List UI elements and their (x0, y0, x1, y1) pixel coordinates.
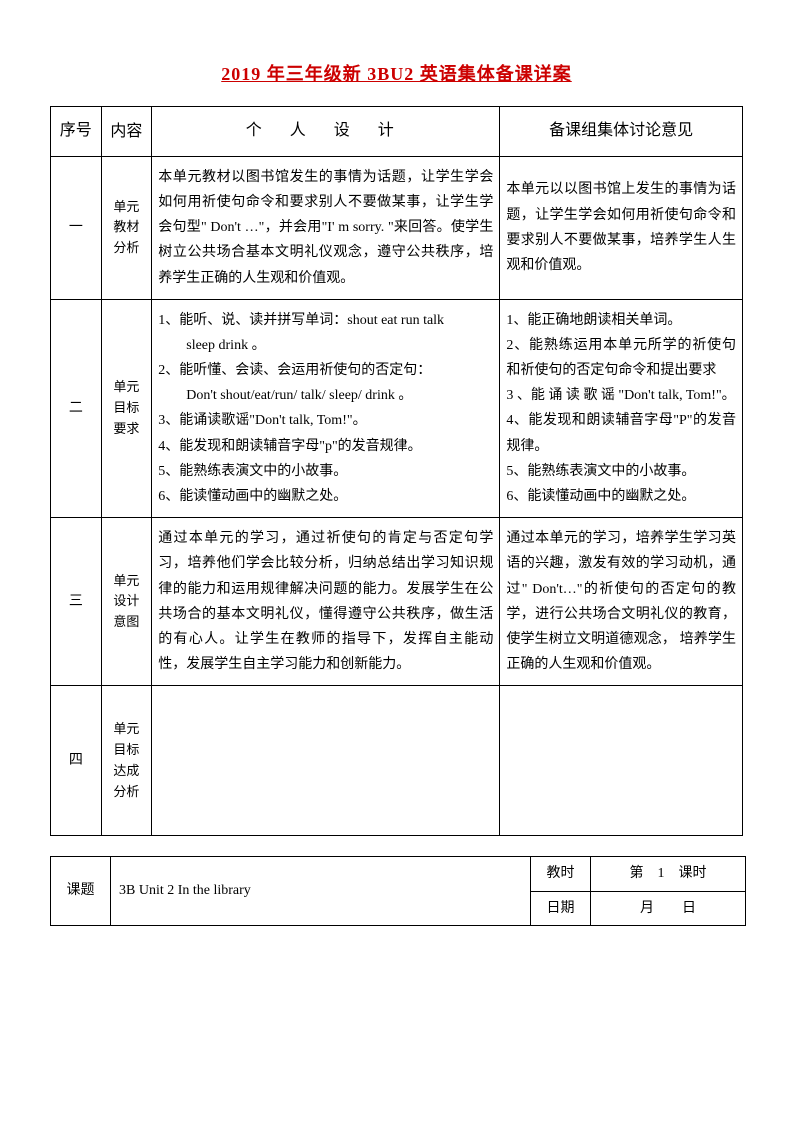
header-row: 序号 内容 个 人 设 计 备课组集体讨论意见 (51, 107, 743, 157)
bottom-table: 课题 3B Unit 2 In the library 教时 第 1 课时 日期… (50, 856, 746, 925)
table-row: 三 单元设计意图 通过本单元的学习，通过祈使句的肯定与否定句学习，培养他们学会比… (51, 518, 743, 686)
row-label: 单元目标达成分析 (101, 686, 152, 836)
date-value: 月 日 (591, 891, 746, 925)
period-value: 第 1 课时 (591, 857, 746, 891)
bottom-row: 课题 3B Unit 2 In the library 教时 第 1 课时 (51, 857, 746, 891)
date-label: 日期 (531, 891, 591, 925)
header-seq: 序号 (51, 107, 102, 157)
period-label: 教时 (531, 857, 591, 891)
header-group: 备课组集体讨论意见 (500, 107, 743, 157)
row-seq: 三 (51, 518, 102, 686)
main-table: 序号 内容 个 人 设 计 备课组集体讨论意见 一 单元教材分析 本单元教材以图… (50, 106, 743, 836)
row-personal: 本单元教材以图书馆发生的事情为话题，让学生学会如何用祈使句命令和要求别人不要做某… (152, 156, 500, 299)
row-personal (152, 686, 500, 836)
row-seq: 四 (51, 686, 102, 836)
table-row: 四 单元目标达成分析 (51, 686, 743, 836)
header-content: 内容 (101, 107, 152, 157)
row-group: 通过本单元的学习，培养学生学习英语的兴趣，激发有效的学习动机，通过" Don't… (500, 518, 743, 686)
table-row: 一 单元教材分析 本单元教材以图书馆发生的事情为话题，让学生学会如何用祈使句命令… (51, 156, 743, 299)
table-row: 二 单元目标要求 1、能听、说、读并拼写单词：shout eat run tal… (51, 299, 743, 518)
row-seq: 一 (51, 156, 102, 299)
row-group: 1、能正确地朗读相关单词。2、能熟练运用本单元所学的祈使句和祈使句的否定句命令和… (500, 299, 743, 518)
row-personal: 1、能听、说、读并拼写单词：shout eat run talk sleep d… (152, 299, 500, 518)
row-label: 单元设计意图 (101, 518, 152, 686)
topic-label: 课题 (51, 857, 111, 925)
page-title: 2019 年三年级新 3BU2 英语集体备课详案 (50, 60, 743, 86)
header-personal: 个 人 设 计 (152, 107, 500, 157)
row-group: 本单元以以图书馆上发生的事情为话题，让学生学会如何用祈使句命令和要求别人不要做某… (500, 156, 743, 299)
row-personal: 通过本单元的学习，通过祈使句的肯定与否定句学习，培养他们学会比较分析，归纳总结出… (152, 518, 500, 686)
topic-value: 3B Unit 2 In the library (111, 857, 531, 925)
row-label: 单元教材分析 (101, 156, 152, 299)
row-label: 单元目标要求 (101, 299, 152, 518)
row-seq: 二 (51, 299, 102, 518)
row-group (500, 686, 743, 836)
